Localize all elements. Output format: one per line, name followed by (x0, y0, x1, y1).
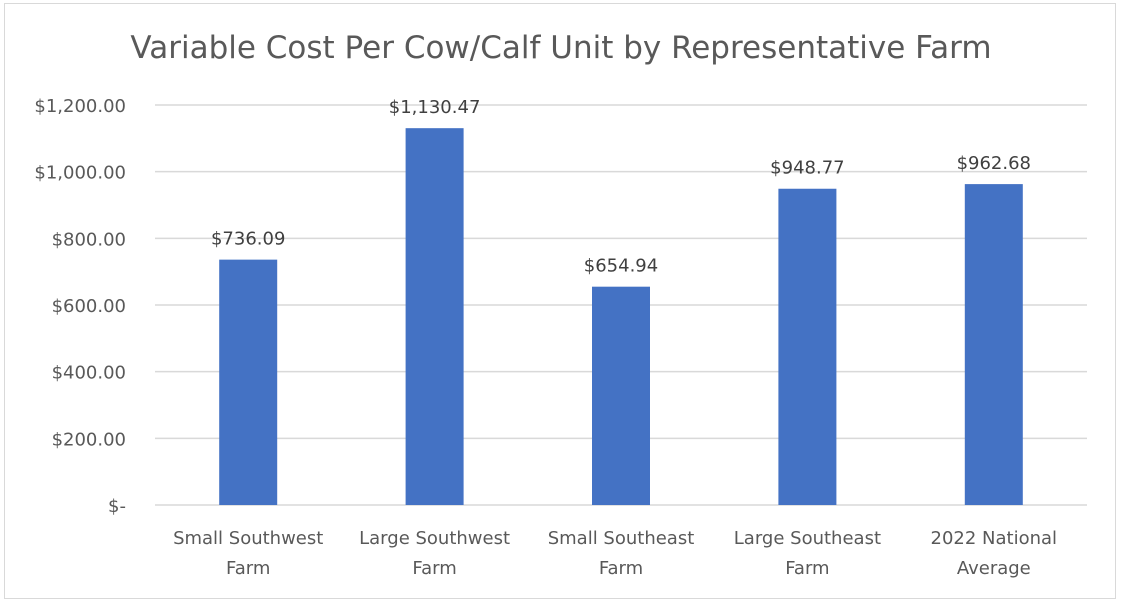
data-label: $654.94 (584, 256, 658, 277)
y-tick-label: $1,000.00 (34, 163, 126, 184)
x-tick-label: Farm (226, 558, 270, 579)
data-label: $948.77 (770, 158, 844, 179)
bar (405, 128, 464, 505)
x-tick-label: Large Southeast (734, 528, 881, 549)
bar (964, 184, 1023, 505)
x-tick-label: Small Southwest (173, 528, 323, 549)
data-label: $1,130.47 (389, 97, 481, 118)
chart-frame (4, 3, 1116, 599)
y-tick-label: $200.00 (52, 429, 126, 450)
x-tick-label: 2022 National (931, 528, 1058, 549)
x-tick-label: Small Southeast (548, 528, 695, 549)
data-label: $736.09 (211, 229, 285, 250)
chart-title: Variable Cost Per Cow/Calf Unit by Repre… (130, 30, 991, 66)
bar (219, 259, 278, 505)
x-tick-label: Farm (785, 558, 829, 579)
bar (778, 188, 837, 505)
x-tick-label: Farm (599, 558, 643, 579)
data-label: $962.68 (957, 153, 1031, 174)
y-tick-label: $- (108, 496, 126, 517)
bar (592, 286, 650, 505)
y-tick-label: $1,200.00 (34, 96, 126, 117)
x-tick-label: Large Southwest (359, 528, 510, 549)
y-tick-label: $400.00 (52, 363, 126, 384)
y-tick-label: $800.00 (52, 229, 126, 250)
x-tick-label: Farm (412, 558, 456, 579)
x-tick-label: Average (957, 558, 1031, 579)
y-tick-label: $600.00 (52, 296, 126, 317)
